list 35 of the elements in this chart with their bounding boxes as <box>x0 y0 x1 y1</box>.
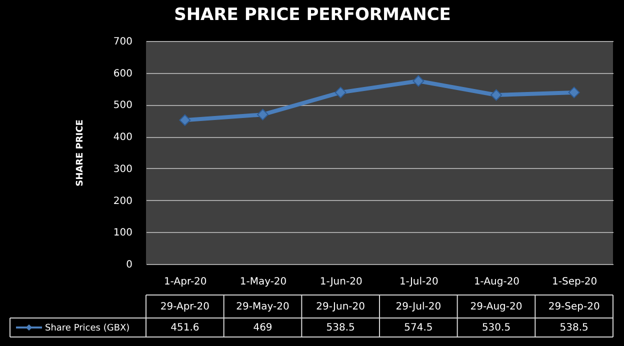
text: 29-Sep-20 <box>548 302 600 312</box>
x-tick-label: 1-Apr-20 <box>164 276 207 288</box>
point <box>257 108 268 120</box>
x-tick-label: 1-Jul-20 <box>399 276 438 288</box>
text: 29-Apr-20 <box>160 302 210 312</box>
data-label: 538.5 <box>560 322 588 334</box>
y-tick-label: 200 <box>113 196 132 207</box>
x-tick-label: 1-Jun-20 <box>320 276 362 288</box>
point <box>490 89 502 101</box>
x-tick-label: 1-Aug-20 <box>474 276 520 288</box>
point <box>334 86 346 98</box>
y-tick-label: 600 <box>113 68 132 80</box>
legend-label: Share Prices (GBX) <box>45 324 130 334</box>
y-tick-label: 700 <box>113 36 132 48</box>
x-tick-label: 1-May-20 <box>240 276 287 288</box>
data-label: 574.5 <box>404 322 433 334</box>
point <box>412 75 424 87</box>
x-tick-label: 1-Sep-20 <box>552 276 598 288</box>
data-label: 530.5 <box>482 322 511 334</box>
y-axis-title: SHARE PRICE <box>76 120 86 186</box>
y-tick-label: 0 <box>126 260 132 270</box>
y-tick-label: 500 <box>113 100 132 112</box>
y-tick-label: 100 <box>113 228 132 239</box>
point <box>568 86 580 98</box>
data-label: 469 <box>253 322 272 334</box>
data-label: 538.5 <box>326 322 355 334</box>
y-tick-label: 400 <box>113 132 132 144</box>
data-label: 451.6 <box>170 322 200 334</box>
text: 29-Jul-20 <box>396 302 442 312</box>
point <box>179 114 191 126</box>
text: 29-May-20 <box>236 302 290 312</box>
chart-title: SHARE PRICE PERFORMANCE <box>174 5 451 25</box>
text: 29-Aug-20 <box>470 302 522 312</box>
y-tick-label: 300 <box>113 164 132 175</box>
text: 29-Jun-20 <box>316 302 366 312</box>
